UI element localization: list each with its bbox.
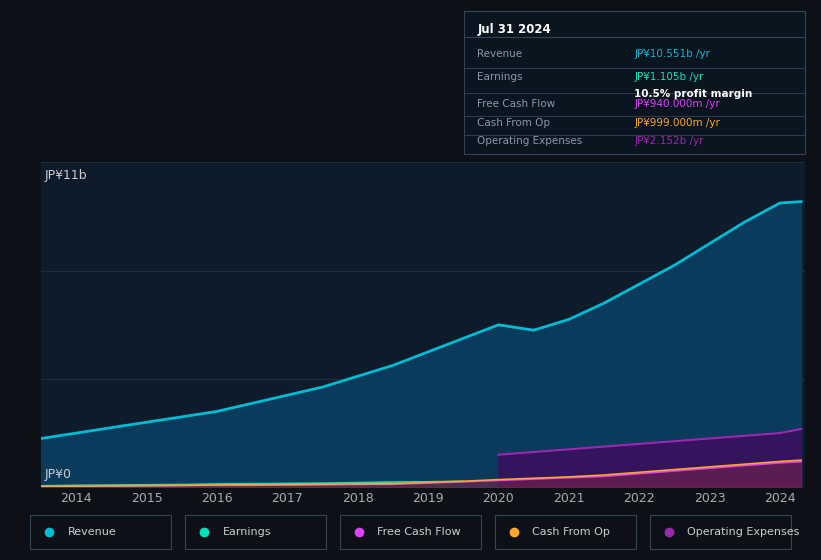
- Text: JP¥11b: JP¥11b: [45, 169, 88, 182]
- Text: JP¥1.105b /yr: JP¥1.105b /yr: [635, 72, 704, 82]
- Text: Jul 31 2024: Jul 31 2024: [478, 22, 551, 36]
- Text: Operating Expenses: Operating Expenses: [478, 136, 583, 146]
- Text: Cash From Op: Cash From Op: [478, 118, 551, 128]
- Text: Free Cash Flow: Free Cash Flow: [478, 99, 556, 109]
- Text: JP¥940.000m /yr: JP¥940.000m /yr: [635, 99, 720, 109]
- Text: Operating Expenses: Operating Expenses: [687, 527, 800, 537]
- Text: Revenue: Revenue: [67, 527, 116, 537]
- Text: Earnings: Earnings: [478, 72, 523, 82]
- Text: JP¥999.000m /yr: JP¥999.000m /yr: [635, 118, 720, 128]
- Text: Earnings: Earnings: [222, 527, 271, 537]
- Text: JP¥0: JP¥0: [45, 468, 72, 480]
- Text: Free Cash Flow: Free Cash Flow: [378, 527, 461, 537]
- Text: Revenue: Revenue: [478, 49, 523, 59]
- Text: Cash From Op: Cash From Op: [532, 527, 610, 537]
- Text: JP¥2.152b /yr: JP¥2.152b /yr: [635, 136, 704, 146]
- Text: JP¥10.551b /yr: JP¥10.551b /yr: [635, 49, 710, 59]
- Text: 10.5% profit margin: 10.5% profit margin: [635, 89, 753, 99]
